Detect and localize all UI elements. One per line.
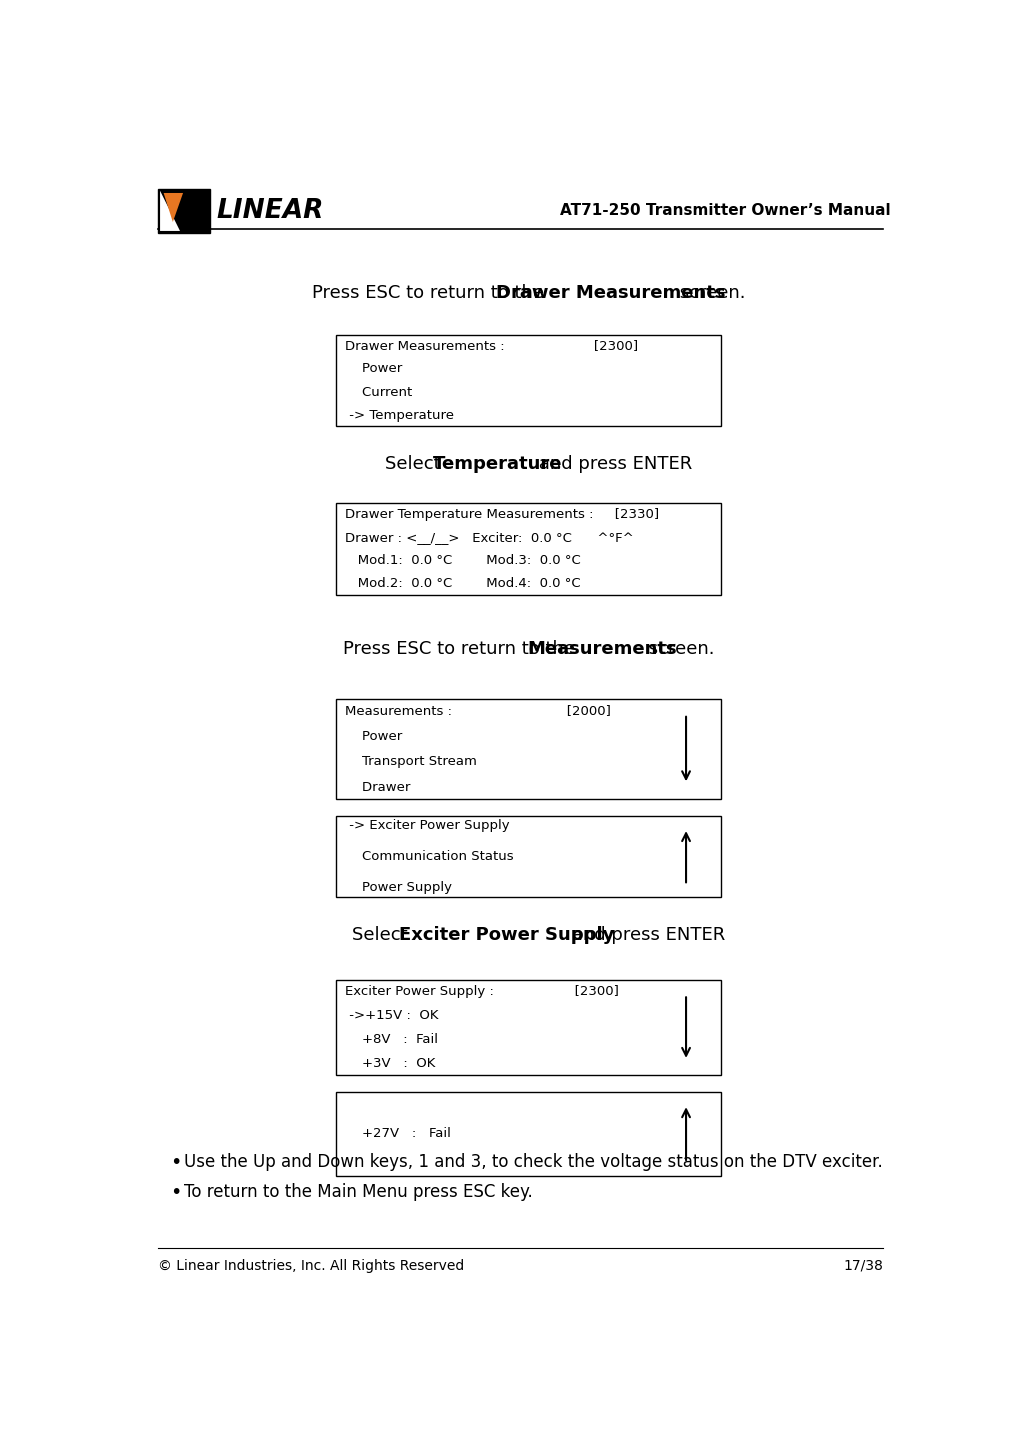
Bar	[158, 188, 209, 233]
Text: Transport Stream: Transport Stream	[345, 755, 477, 768]
Text: screen.: screen.	[643, 639, 714, 657]
Text: To return to the Main Menu press ESC key.: To return to the Main Menu press ESC key…	[185, 1183, 533, 1201]
Text: Drawer Measurements: Drawer Measurements	[496, 284, 725, 303]
Text: and press ENTER: and press ENTER	[533, 455, 692, 473]
Bar	[335, 816, 721, 898]
Text: Mod.1:  0.0 °C        Mod.3:  0.0 °C: Mod.1: 0.0 °C Mod.3: 0.0 °C	[345, 554, 581, 567]
Text: Drawer : <__/__>   Exciter:  0.0 °C      ^°F^: Drawer : <__/__> Exciter: 0.0 °C ^°F^	[345, 531, 634, 544]
Polygon shape	[161, 191, 180, 231]
Text: Power: Power	[345, 729, 402, 742]
Text: © Linear Industries, Inc. All Rights Reserved: © Linear Industries, Inc. All Rights Res…	[158, 1259, 464, 1273]
Text: Power: Power	[345, 362, 402, 376]
Text: Power Supply: Power Supply	[345, 882, 452, 895]
Bar	[335, 335, 721, 426]
Text: •: •	[171, 1153, 182, 1172]
Text: Press ESC to return to the: Press ESC to return to the	[312, 284, 550, 303]
Text: +8V   :  Fail: +8V : Fail	[345, 1032, 438, 1045]
Polygon shape	[182, 191, 208, 231]
Text: +27V   :   Fail: +27V : Fail	[345, 1127, 451, 1140]
Text: +3V   :  OK: +3V : OK	[345, 1057, 436, 1070]
Bar	[335, 1092, 721, 1176]
Text: AT71-250 Transmitter Owner’s Manual: AT71-250 Transmitter Owner’s Manual	[560, 203, 891, 219]
Text: 17/38: 17/38	[843, 1259, 883, 1273]
Text: and press ENTER: and press ENTER	[566, 927, 725, 944]
Text: LINEAR: LINEAR	[216, 197, 323, 223]
Text: Select: Select	[352, 927, 414, 944]
Text: screen.: screen.	[674, 284, 746, 303]
Bar	[335, 980, 721, 1074]
Text: Temperature: Temperature	[433, 455, 562, 473]
Text: Exciter Power Supply :                   [2300]: Exciter Power Supply : [2300]	[345, 985, 619, 998]
Text: Drawer Temperature Measurements :     [2330]: Drawer Temperature Measurements : [2330]	[345, 507, 659, 521]
Text: -> Temperature: -> Temperature	[345, 409, 454, 422]
Polygon shape	[164, 193, 183, 222]
Text: •: •	[171, 1183, 182, 1202]
Text: Communication Status: Communication Status	[345, 850, 514, 863]
Text: Current: Current	[345, 386, 412, 399]
Text: Measurements: Measurements	[527, 639, 677, 657]
Text: -> Exciter Power Supply: -> Exciter Power Supply	[345, 819, 510, 832]
Text: Exciter Power Supply: Exciter Power Supply	[399, 927, 615, 944]
Text: Select: Select	[385, 455, 446, 473]
Text: Mod.2:  0.0 °C        Mod.4:  0.0 °C: Mod.2: 0.0 °C Mod.4: 0.0 °C	[345, 577, 581, 590]
Bar	[335, 699, 721, 799]
Bar	[335, 503, 721, 594]
Text: Press ESC to return to the: Press ESC to return to the	[342, 639, 580, 657]
Text: Measurements :                           [2000]: Measurements : [2000]	[345, 705, 611, 718]
Text: ->+15V :  OK: ->+15V : OK	[345, 1009, 439, 1022]
Text: Drawer: Drawer	[345, 780, 410, 793]
Text: Drawer Measurements :                     [2300]: Drawer Measurements : [2300]	[345, 339, 638, 352]
Text: Use the Up and Down keys, 1 and 3, to check the voltage status on the DTV excite: Use the Up and Down keys, 1 and 3, to ch…	[185, 1153, 883, 1172]
